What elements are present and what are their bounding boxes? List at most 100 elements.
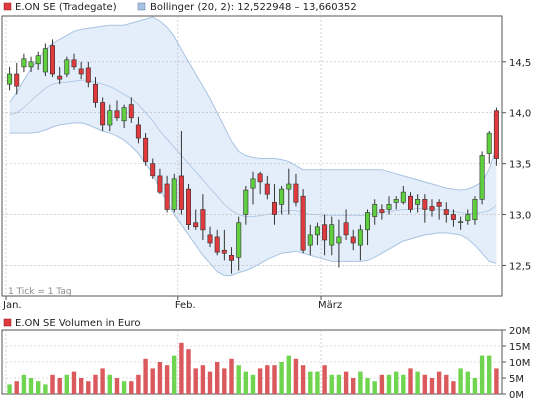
volume-bar bbox=[43, 384, 48, 394]
candle-body-up bbox=[393, 199, 399, 203]
candle-body-up bbox=[336, 236, 342, 244]
candle-body-up bbox=[329, 224, 335, 246]
candle-body-down bbox=[93, 83, 99, 103]
candle-body-down bbox=[214, 236, 220, 253]
volume-bar bbox=[93, 374, 98, 394]
candle bbox=[85, 61, 91, 88]
price-tick-label: 14,5 bbox=[509, 58, 531, 69]
volume-bar bbox=[222, 368, 227, 394]
candle-body-down bbox=[85, 67, 91, 83]
candle-body-up bbox=[35, 55, 41, 65]
candle-body-up bbox=[314, 226, 320, 236]
candle bbox=[221, 229, 227, 261]
candle-body-down bbox=[157, 175, 163, 193]
volume-bar bbox=[343, 371, 349, 394]
volume-bar bbox=[172, 355, 177, 394]
candle bbox=[493, 107, 499, 166]
volume-bar bbox=[243, 371, 248, 394]
volume-bar bbox=[429, 378, 435, 394]
volume-bar bbox=[143, 358, 148, 394]
candle-body-down bbox=[135, 124, 141, 139]
candle-body-down bbox=[100, 102, 106, 126]
candle-body-up bbox=[472, 199, 478, 221]
candle bbox=[178, 131, 184, 215]
volume-bar bbox=[422, 374, 427, 394]
volume-bar bbox=[71, 371, 77, 394]
volume-bar bbox=[100, 368, 105, 394]
volume-bar bbox=[236, 365, 241, 394]
candle-body-up bbox=[42, 48, 48, 73]
price-legend-label: E.ON SE (Tradegate) bbox=[15, 2, 117, 13]
candle bbox=[143, 133, 149, 166]
volume-bar bbox=[250, 374, 256, 394]
candle bbox=[21, 53, 27, 72]
candle bbox=[436, 199, 442, 220]
candle bbox=[57, 66, 63, 85]
candle-body-up bbox=[250, 178, 256, 189]
candle bbox=[429, 199, 435, 217]
candle bbox=[243, 186, 249, 225]
candle-body-down bbox=[422, 199, 428, 210]
volume-tick-label: 0M bbox=[509, 390, 524, 401]
candle-body-up bbox=[286, 183, 292, 190]
candle-body-down bbox=[200, 209, 206, 231]
volume-bar bbox=[322, 365, 327, 394]
x-tick-label: Feb. bbox=[175, 300, 196, 311]
volume-bar bbox=[229, 358, 234, 394]
candle bbox=[286, 168, 292, 215]
candle-body-down bbox=[49, 45, 55, 75]
volume-bar bbox=[394, 371, 399, 394]
volume-tick-label: 15M bbox=[509, 342, 530, 353]
candle-body-down bbox=[322, 224, 328, 241]
candle bbox=[393, 196, 399, 210]
volume-legend-icon bbox=[3, 318, 12, 327]
volume-bar bbox=[257, 368, 263, 394]
volume-bar bbox=[308, 371, 313, 394]
candle-body-down bbox=[271, 202, 277, 215]
volume-bar bbox=[372, 381, 377, 394]
volume-bar bbox=[272, 365, 277, 394]
candle-body-down bbox=[164, 183, 170, 210]
candle-body-down bbox=[207, 234, 213, 244]
candle bbox=[100, 97, 106, 132]
volume-bar bbox=[479, 355, 485, 394]
candle-body-up bbox=[465, 214, 471, 221]
candle bbox=[193, 209, 199, 230]
volume-bar bbox=[121, 381, 127, 394]
candle-body-down bbox=[343, 222, 349, 236]
candle bbox=[322, 214, 328, 256]
volume-bar bbox=[386, 374, 392, 394]
candle bbox=[264, 175, 270, 200]
candle bbox=[250, 171, 256, 205]
candle bbox=[465, 209, 471, 225]
candle bbox=[257, 171, 263, 195]
volume-bar bbox=[14, 381, 19, 394]
candle bbox=[71, 53, 77, 70]
candle bbox=[135, 116, 141, 144]
candle-body-up bbox=[486, 132, 492, 154]
volume-bar bbox=[164, 365, 170, 394]
volume-bar bbox=[207, 371, 213, 394]
volume-bar bbox=[36, 381, 41, 394]
volume-bar bbox=[358, 371, 363, 394]
candle bbox=[207, 226, 213, 248]
candle bbox=[372, 199, 378, 225]
volume-bar bbox=[401, 374, 406, 394]
volume-bar bbox=[351, 378, 356, 394]
candle bbox=[107, 104, 113, 132]
tick-note: 1 Tick = 1 Tag bbox=[8, 287, 72, 297]
candle-body-down bbox=[193, 222, 199, 228]
candle-body-up bbox=[236, 222, 242, 258]
candle-body-up bbox=[243, 189, 249, 215]
volume-bar bbox=[279, 362, 284, 394]
volume-bar bbox=[57, 378, 62, 394]
price-legend-icon bbox=[3, 2, 12, 11]
candle-body-down bbox=[178, 175, 184, 210]
volume-bar bbox=[293, 358, 299, 394]
volume-bar bbox=[79, 378, 84, 394]
candle bbox=[93, 77, 99, 108]
volume-bar bbox=[7, 384, 12, 394]
volume-bar bbox=[300, 365, 306, 394]
price-tick-label: 14,0 bbox=[509, 109, 531, 120]
candle bbox=[171, 173, 177, 213]
